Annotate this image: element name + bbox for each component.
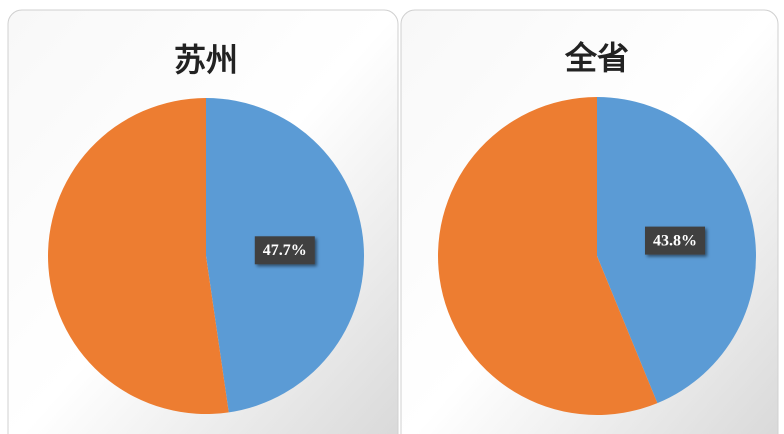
pie-slice bbox=[438, 97, 658, 415]
value-label: 43.8% bbox=[653, 232, 697, 249]
value-label: 47.7% bbox=[263, 242, 307, 259]
chart-title: 苏州 bbox=[174, 41, 238, 79]
pie-slice bbox=[48, 97, 229, 414]
value-label-box bbox=[644, 226, 705, 255]
value-label-box bbox=[254, 236, 315, 265]
chart-title: 全省 bbox=[564, 39, 629, 77]
